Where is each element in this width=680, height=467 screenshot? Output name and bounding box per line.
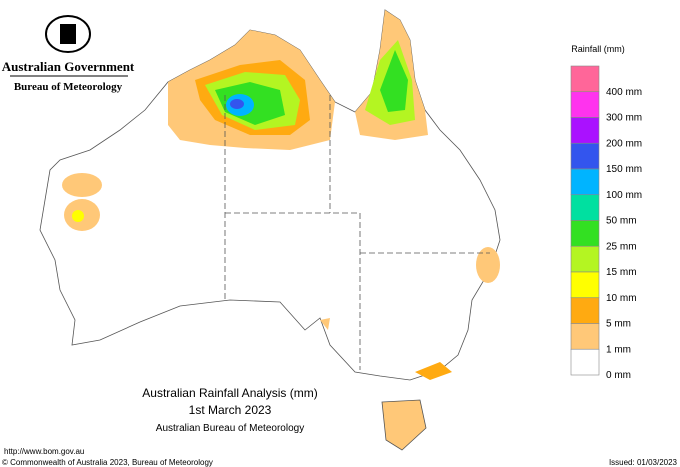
legend-label: 100 mm <box>606 190 642 201</box>
copyright: © Commonwealth of Australia 2023, Bureau… <box>2 458 213 467</box>
issued: Issued: 01/03/2023 <box>609 458 678 467</box>
map <box>39 9 501 451</box>
legend-swatch <box>570 245 600 273</box>
caption-date: 1st March 2023 <box>189 403 272 417</box>
legend-swatch <box>570 194 600 221</box>
legend-swatch <box>570 142 600 170</box>
legend-swatch <box>570 348 600 376</box>
legend-label: 400 mm <box>606 87 642 98</box>
legend-label: 0 mm <box>606 370 631 381</box>
caption-title: Australian Rainfall Analysis (mm) <box>142 386 317 400</box>
legend-label: 5 mm <box>606 319 631 330</box>
legend-label: 300 mm <box>606 113 642 124</box>
legend-label: 1 mm <box>606 344 631 355</box>
legend: 400 mm 300 mm 200 mm 150 mm 100 mm 50 mm 25 mm… <box>570 65 642 381</box>
legend-swatch <box>570 297 600 324</box>
bureau: Bureau of Meteorology <box>14 81 123 93</box>
legend-swatch <box>570 117 600 144</box>
legend-swatch <box>570 323 600 350</box>
legend-label: 15 mm <box>606 267 637 278</box>
legend-label: 50 mm <box>606 216 637 227</box>
url: http://www.bom.gov.au <box>4 447 84 456</box>
legend-swatch <box>570 91 600 118</box>
legend-swatch <box>570 168 600 196</box>
legend-label: 10 mm <box>606 293 637 304</box>
government: Australian Government <box>2 59 135 74</box>
logo <box>10 15 128 77</box>
legend-swatch <box>570 220 600 247</box>
legend-label: 25 mm <box>606 241 637 252</box>
legend-title: Rainfall (mm) <box>571 44 625 54</box>
caption-source: Australian Bureau of Meteorology <box>156 423 304 434</box>
legend-swatch <box>570 271 600 299</box>
legend-label: 150 mm <box>606 164 642 175</box>
legend-swatch <box>570 65 600 93</box>
legend-label: 200 mm <box>606 138 642 149</box>
